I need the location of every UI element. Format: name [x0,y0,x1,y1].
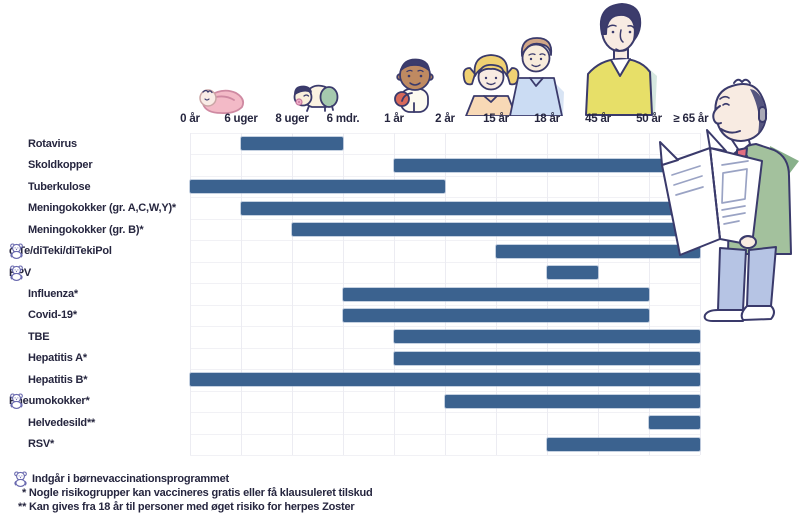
vaccine-bar [292,223,700,237]
footnote-risk-groups: * Nogle risikogrupper kan vaccineres gra… [22,487,373,499]
row-label-text: Covid-19* [28,309,77,322]
row-label: Meningokokker (gr. B)* [9,219,208,240]
teen-boy-figure [509,37,564,116]
axis-tick-label: 18 år [534,113,560,125]
row-label: HPV [9,262,189,283]
row-label-text: Pneumokokker* [9,395,90,408]
row-label-text: Meningokokker (gr. B)* [28,223,144,236]
vaccine-bar [241,201,700,215]
crawling-baby-figure [293,84,339,112]
row-label: Hepatitis A* [9,348,208,369]
row-label: RSV* [9,434,208,455]
row-label-text: RSV* [28,438,55,451]
vaccine-bar [190,180,445,194]
vaccine-bar [445,394,700,408]
grid-hline [190,455,700,456]
row-label: TBE [9,326,208,347]
row-label-text: Meningokokker (gr. A,C,W,Y)* [28,202,177,215]
vaccine-bar [649,416,700,430]
axis-tick-label: ≥ 65 år [673,113,709,125]
row-label: Covid-19* [9,305,208,326]
row-label-text: Influenza* [28,287,78,300]
grid-vline [190,133,191,455]
vaccine-bar [394,158,700,172]
footnote-zoster: ** Kan gives fra 18 år til personer med … [18,501,355,513]
vaccine-bar [547,437,700,451]
axis-tick-label: 1 år [384,113,404,125]
row-label: Tuberkulose [9,176,208,197]
row-label: diTe/diTeki/diTekiPol [9,240,189,261]
grid-vline [700,133,701,455]
row-label: Hepatitis B* [9,369,208,390]
row-label-text: Hepatitis A* [28,352,87,365]
vaccine-bar [343,308,649,322]
axis-tick-label: 45 år [585,113,611,125]
row-label-text: Helvedesild** [28,416,96,429]
vaccine-bar [394,351,700,365]
grid-vline [649,133,650,455]
axis-tick-label: 8 uger [275,113,309,125]
row-label: Pneumokokker* [9,391,189,412]
axis-tick-label: 6 uger [224,113,258,125]
teddy-bear-icon [10,393,23,410]
row-label: Skoldkopper [9,154,208,175]
teddy-bear-icon [10,264,23,281]
row-label-text: diTe/diTeki/diTekiPol [9,245,112,258]
grid-vline [292,133,293,455]
row-label: Rotavirus [9,133,208,154]
vaccine-bar [190,373,700,387]
row-label: Helvedesild** [9,412,208,433]
vaccine-bar [547,266,598,280]
vaccine-bar [241,137,343,151]
row-label-text: Rotavirus [28,137,77,150]
senior-reading-newspaper-figure [659,78,799,322]
row-label-text: TBE [28,330,50,343]
row-label-text: Tuberkulose [28,180,91,193]
toddler-figure [394,58,434,113]
axis-tick-label: 0 år [180,113,200,125]
axis-tick-label: 50 år [636,113,662,125]
teddy-bear-icon [10,243,23,259]
newborn-figure [199,89,245,115]
teddy-bear-icon [14,471,27,487]
row-label-text: Skoldkopper [28,159,93,172]
grid-vline [241,133,242,455]
row-label: Influenza* [9,283,208,304]
vaccine-bar [394,330,700,344]
row-label: Meningokokker (gr. A,C,W,Y)* [9,197,208,218]
axis-tick-label: 2 år [435,113,455,125]
footnote-program: Indgår i børnevaccinationsprogrammet [32,473,229,485]
vaccine-bar [496,244,700,258]
vaccine-bar [343,287,649,301]
adult-man-figure [585,3,657,116]
row-label-text: Hepatitis B* [28,373,88,386]
axis-tick-label: 15 år [483,113,509,125]
axis-tick-label: 6 mdr. [326,113,360,125]
